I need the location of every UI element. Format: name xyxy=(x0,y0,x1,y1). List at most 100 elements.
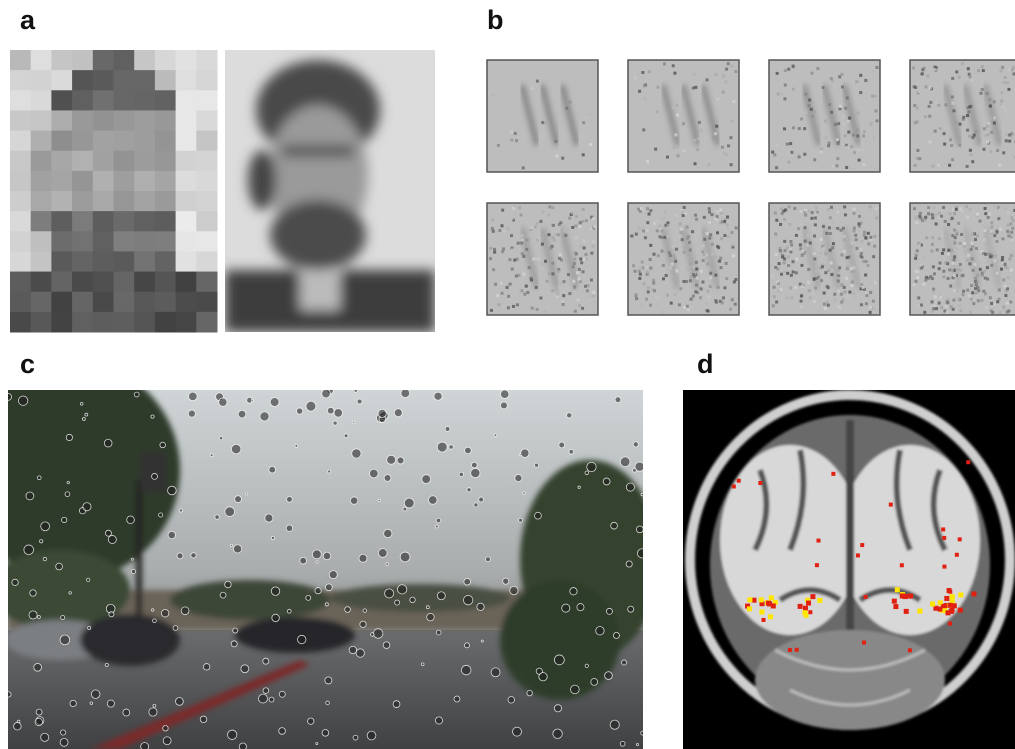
noise-dot xyxy=(1002,306,1005,309)
noise-dot xyxy=(635,297,638,300)
raindrop xyxy=(491,668,500,677)
noise-dot xyxy=(706,78,709,81)
noise-dot xyxy=(975,247,978,250)
noise-dot xyxy=(507,227,510,230)
noise-dot xyxy=(850,267,853,270)
raindrop xyxy=(611,522,618,529)
raindrop xyxy=(350,497,357,504)
noise-dot xyxy=(590,252,593,255)
pixel xyxy=(51,211,72,232)
activation-voxel xyxy=(737,479,741,483)
noise-dot xyxy=(918,157,921,160)
noise-dot xyxy=(489,257,492,260)
noise-dot xyxy=(980,299,983,302)
noise-dot xyxy=(828,103,831,106)
noise-dot xyxy=(674,260,677,263)
noise-dot xyxy=(669,254,672,257)
noise-dot xyxy=(974,238,977,241)
noise-dot xyxy=(1002,133,1005,136)
raindrop xyxy=(626,483,634,491)
noise-dot xyxy=(729,136,732,139)
noise-dot xyxy=(940,306,943,309)
noise-dot xyxy=(646,229,649,232)
noise-dot xyxy=(592,217,595,220)
noise-dot xyxy=(820,238,823,241)
noise-dot xyxy=(682,122,685,125)
noise-dot xyxy=(820,150,823,153)
noise-dot xyxy=(970,257,973,260)
pixel xyxy=(31,191,52,212)
noise-dot xyxy=(1009,300,1012,303)
noise-dot xyxy=(544,260,547,263)
noise-dot xyxy=(925,236,928,239)
noise-dot xyxy=(579,258,582,261)
noise-dot xyxy=(783,240,786,243)
noise-dot xyxy=(840,293,843,296)
noise-dot xyxy=(947,249,950,252)
noise-dot xyxy=(967,111,970,114)
raindrop xyxy=(378,499,380,501)
noise-dot xyxy=(820,279,823,282)
noise-dot xyxy=(726,158,729,161)
noise-dot xyxy=(780,92,783,95)
pixel xyxy=(51,90,72,111)
noise-dot xyxy=(786,297,789,300)
noise-dot xyxy=(551,236,554,239)
noise-dot xyxy=(951,217,954,220)
noise-dot xyxy=(837,290,840,293)
pixel xyxy=(134,231,155,252)
noise-dot xyxy=(922,283,925,286)
activation-voxel xyxy=(971,591,976,596)
noise-dot xyxy=(986,125,989,128)
noise-dot xyxy=(876,119,879,122)
raindrop xyxy=(86,578,89,581)
activation-voxel xyxy=(767,601,772,606)
raindrop xyxy=(435,525,438,528)
noise-dot xyxy=(929,140,932,143)
noise-dot xyxy=(815,270,818,273)
noise-dot xyxy=(869,291,872,294)
noise-dot xyxy=(861,240,864,243)
noise-dot xyxy=(515,139,518,142)
noise-dot xyxy=(701,250,704,253)
noise-dot xyxy=(847,120,850,123)
noise-dot xyxy=(574,291,577,294)
pixel xyxy=(155,110,176,131)
noise-dot xyxy=(692,295,695,298)
noise-dot xyxy=(551,272,554,275)
noise-dot xyxy=(508,258,511,261)
raindrop xyxy=(383,642,390,649)
noise-dot xyxy=(675,269,678,272)
pixel xyxy=(72,50,93,71)
noise-dot xyxy=(974,130,977,133)
raindrop xyxy=(238,410,246,418)
noise-dot xyxy=(652,253,655,256)
noise-dot xyxy=(812,228,815,231)
noise-dot xyxy=(1010,132,1013,135)
raindrop xyxy=(161,609,168,616)
noise-dot xyxy=(501,250,504,253)
noise-dot xyxy=(949,138,952,141)
noise-dot xyxy=(721,146,724,149)
raindrop xyxy=(105,663,108,666)
noise-dot xyxy=(836,138,839,141)
noise-dot xyxy=(956,230,959,233)
noise-dot xyxy=(836,157,839,160)
noise-dot xyxy=(698,121,701,124)
noise-dot xyxy=(999,228,1002,231)
raindrop xyxy=(225,507,235,517)
raindrop xyxy=(559,442,565,448)
noise-dot xyxy=(1011,260,1014,263)
noise-dot xyxy=(654,148,657,151)
noise-dot xyxy=(820,148,823,151)
pixel xyxy=(134,251,155,272)
raindrop xyxy=(246,493,248,495)
noise-dot xyxy=(646,221,649,224)
noise-dot xyxy=(867,242,870,245)
noise-dot xyxy=(857,148,860,151)
noise-dot xyxy=(871,95,874,98)
noise-dot xyxy=(559,253,562,256)
noise-dot xyxy=(649,304,652,307)
noise-dot xyxy=(641,244,644,247)
noise-dot xyxy=(859,74,862,77)
